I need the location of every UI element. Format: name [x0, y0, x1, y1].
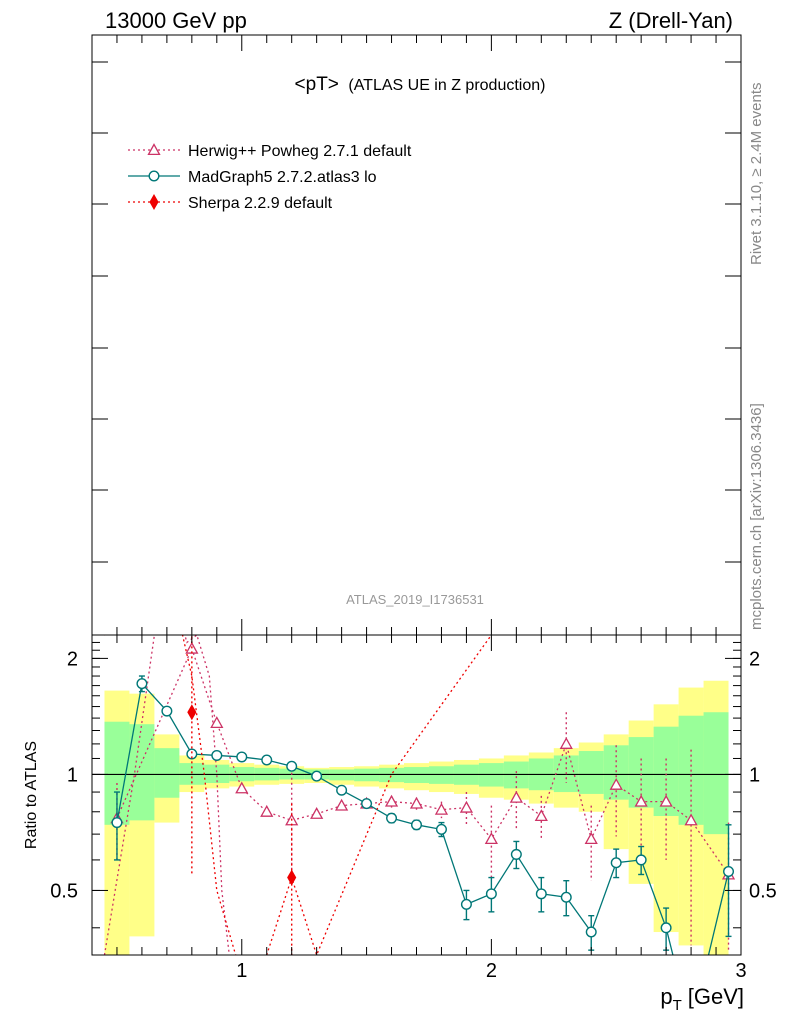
- series-1-point-16: [510, 848, 522, 860]
- series-0-point-18: [609, 777, 623, 790]
- tick-labels: 0.5 0.5 1 1 2 2 1 2 3: [50, 648, 777, 982]
- series-1-point-3: [186, 748, 198, 760]
- header-right: Z (Drell-Yan): [609, 8, 733, 33]
- y-tick-label-left-1: 1: [67, 764, 78, 786]
- y-tick-label-left-0: 0.5: [50, 880, 78, 902]
- legend: Herwig++ Powheg 2.7.1 default MadGraph5 2…: [128, 143, 412, 212]
- ratio-panel: 0.5 0.5 1 1 2 2 1 2 3 Ratio to ATLAS pT [GeV]: [23, 634, 777, 1014]
- band-green-2: [154, 748, 180, 798]
- series-0-point-6: [310, 807, 324, 819]
- series-1-point-2: [161, 705, 173, 717]
- mcplots-label: mcplots.cern.ch [arXiv:1306.3436]: [748, 403, 765, 630]
- legend-item-0: Herwig++ Powheg 2.7.1 default: [128, 143, 412, 160]
- y-tick-label-right-1: 1: [749, 764, 760, 786]
- series-0-point-14: [509, 790, 523, 803]
- x-axis-label-unit: [GeV]: [688, 984, 744, 1009]
- x-tick-label-0: 1: [236, 960, 247, 982]
- series-1-point-24: [723, 865, 735, 877]
- legend-label-1: MadGraph5 2.7.2.atlas3 lo: [188, 169, 377, 186]
- band-green-13: [428, 766, 454, 784]
- series-2-point-1: [287, 869, 297, 886]
- band-green-24: [703, 712, 729, 835]
- main-panel: <pT> (ATLAS UE in Z production) Herwig++…: [91, 34, 742, 636]
- main-ticks: [92, 35, 741, 635]
- uncertainty-bands: [104, 680, 729, 955]
- band-green-1: [129, 724, 155, 821]
- y-tick-label-left-2: 2: [67, 648, 78, 670]
- series-1-point-15: [485, 888, 497, 900]
- series-0-point-10: [409, 796, 424, 809]
- series-0-point-15: [534, 809, 548, 822]
- series-1-point-14: [460, 898, 472, 910]
- series-0-point-4: [260, 804, 274, 817]
- series-0-point-2: [210, 716, 224, 729]
- y-axis-label: Ratio to ATLAS: [23, 741, 40, 849]
- x-axis-label-main: p: [660, 984, 672, 1009]
- main-frame: [91, 34, 742, 636]
- rivet-version-label: Rivet 3.1.10, ≥ 2.4M events: [748, 83, 765, 266]
- series-0-point-17: [584, 832, 598, 845]
- series-0-point-12: [459, 800, 474, 813]
- legend-marker-2: [149, 193, 159, 211]
- series-1-point-10: [361, 798, 373, 810]
- legend-item-2: Sherpa 2.2.9 default: [128, 193, 333, 212]
- band-green-12: [404, 767, 429, 784]
- series-1-point-8: [311, 770, 323, 782]
- series-0-point-19: [634, 794, 648, 807]
- x-tick-label-1: 2: [486, 960, 497, 982]
- chart-title-sub: (ATLAS UE in Z production): [348, 77, 545, 94]
- ratio-ticks: [92, 635, 741, 955]
- series-1-point-4: [211, 749, 223, 761]
- y-tick-label-right-2: 2: [749, 648, 760, 670]
- series-1-point-7: [286, 760, 298, 772]
- series-1-point-20: [610, 857, 622, 869]
- series-2-point-0: [187, 704, 197, 721]
- series-0-point-3: [235, 781, 249, 794]
- series-0-point-13: [484, 832, 498, 845]
- series-0-point-9: [384, 794, 399, 807]
- legend-label-0: Herwig++ Powheg 2.7.1 default: [188, 143, 412, 160]
- series-0-point-20: [659, 794, 673, 807]
- series-1-point-1: [136, 678, 148, 690]
- series-1-point-22: [660, 922, 672, 934]
- series-2: [104, 635, 492, 955]
- y-tick-label-right-0: 0.5: [749, 880, 777, 902]
- legend-item-1: MadGraph5 2.7.2.atlas3 lo: [128, 169, 377, 186]
- chart-title-main: <pT>: [295, 74, 339, 95]
- x-axis-label: pT [GeV]: [660, 984, 744, 1014]
- x-axis-label-sub: T: [673, 997, 682, 1014]
- series-0-line: [116, 646, 730, 875]
- series-1-point-11: [386, 812, 398, 824]
- series-1-point-5: [236, 751, 248, 763]
- series-0-point-7: [335, 798, 349, 811]
- series-1-point-13: [435, 823, 447, 835]
- series-1: [111, 675, 735, 955]
- series-0-point-11: [434, 802, 449, 815]
- x-tick-label-2: 3: [735, 960, 746, 982]
- legend-marker-0: [147, 143, 161, 156]
- legend-label-2: Sherpa 2.2.9 default: [188, 195, 333, 212]
- series-1-point-0: [111, 817, 123, 829]
- chart-title: <pT> (ATLAS UE in Z production): [295, 74, 546, 95]
- legend-marker-1: [148, 170, 160, 182]
- series-1-point-21: [635, 854, 647, 866]
- series-1-point-17: [535, 888, 547, 900]
- series-1-point-12: [411, 819, 423, 831]
- series-1-point-18: [560, 891, 572, 903]
- series-0-point-16: [559, 737, 573, 749]
- header-left: 13000 GeV pp: [105, 8, 247, 33]
- series-1-point-6: [261, 754, 273, 766]
- analysis-label: ATLAS_2019_I1736531: [346, 592, 484, 607]
- band-green-19: [578, 751, 604, 794]
- series-1-point-19: [585, 926, 597, 938]
- series-1-point-9: [336, 784, 348, 796]
- series-0-point-21: [684, 813, 698, 826]
